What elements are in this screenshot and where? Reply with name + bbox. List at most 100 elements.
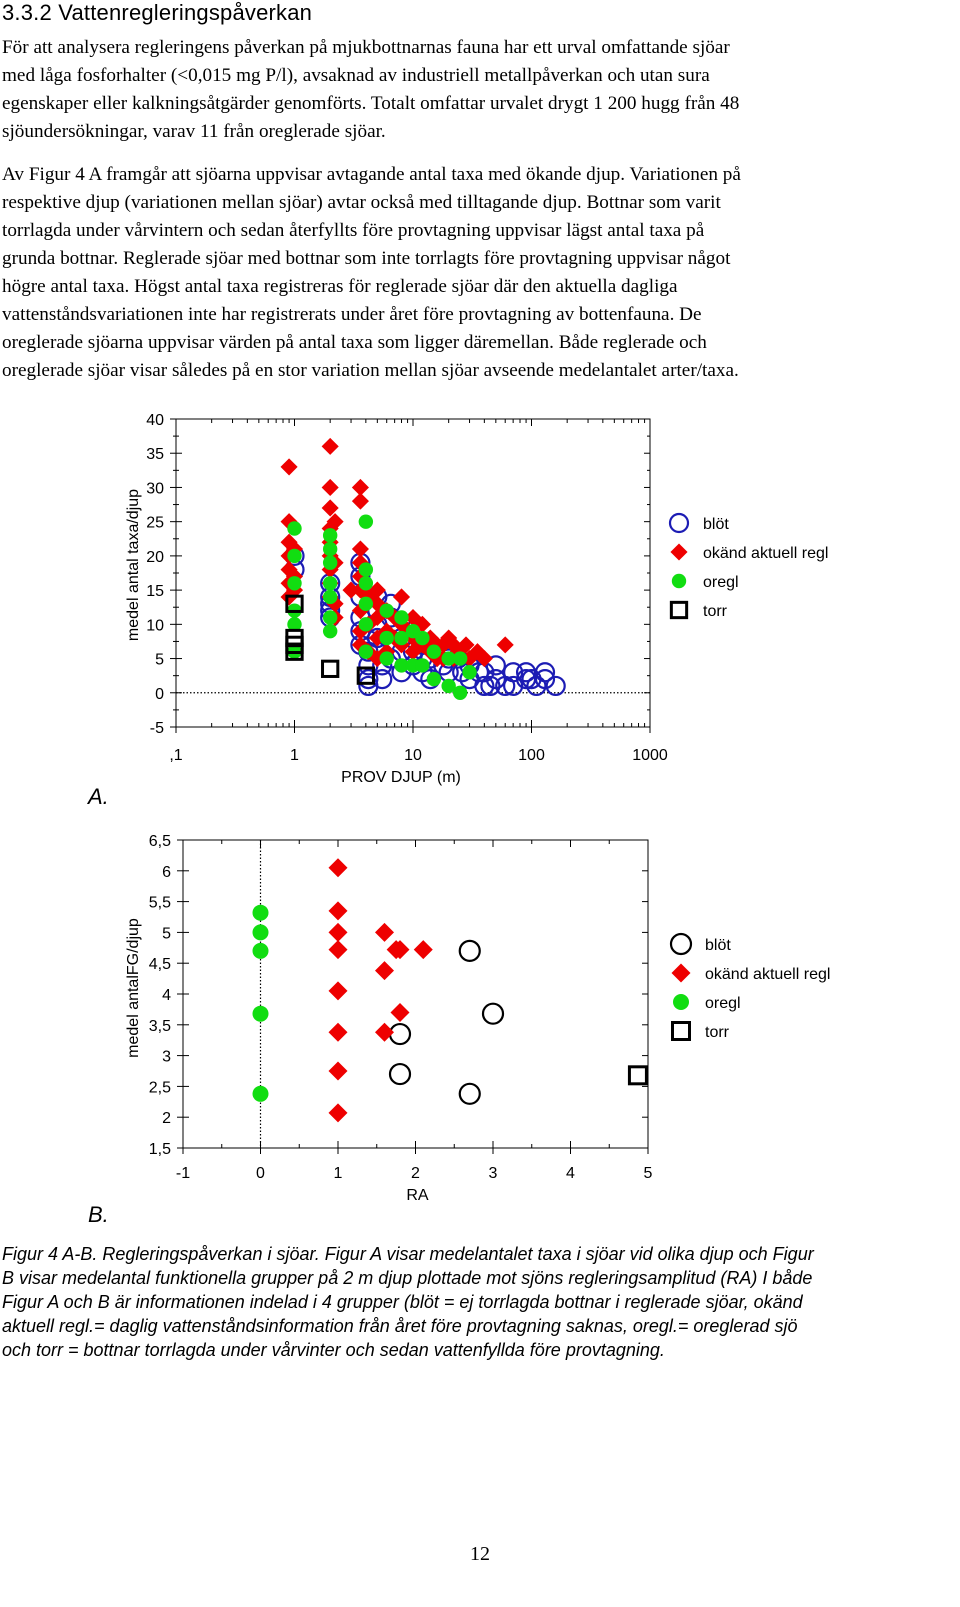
paragraph-2-line: respektive djup (variationen mellan sjöa… bbox=[2, 192, 721, 213]
x-tick-label: 0 bbox=[256, 1165, 265, 1182]
section-heading: 3.3.2 Vattenregleringspåverkan bbox=[2, 0, 313, 25]
x-axis-label: RA bbox=[406, 1187, 429, 1204]
data-point-okand bbox=[368, 650, 386, 668]
plot-frame bbox=[182, 839, 649, 1149]
data-point-oregl bbox=[252, 1005, 269, 1022]
data-point-okand bbox=[328, 858, 348, 878]
y-tick-label: 6 bbox=[162, 864, 171, 881]
legend-marker bbox=[670, 543, 688, 561]
legend-marker bbox=[671, 963, 691, 983]
data-point-oregl bbox=[358, 576, 374, 591]
legend-marker bbox=[668, 512, 690, 534]
paragraph-1-line: sjöundersökningar, varav 11 från oregler… bbox=[2, 121, 386, 142]
y-axis-label: medel antal taxa/djup bbox=[125, 489, 142, 641]
x-tick-label: 1 bbox=[290, 747, 299, 764]
data-point-oregl bbox=[358, 514, 374, 529]
x-tick-label: 5 bbox=[644, 1165, 653, 1182]
paragraph-2-line: oreglerade sjöarna uppvisar värden på an… bbox=[2, 332, 707, 353]
figure-4a-chart: -5 0 5 10 15 20 25 30 35 40 ,1 1 10 100 1000 PROV DJUP … bbox=[86, 412, 828, 809]
data-point-blot bbox=[388, 1022, 412, 1046]
data-point-oregl bbox=[322, 541, 338, 557]
data-point-blot bbox=[458, 1082, 481, 1105]
legend-label: okänd aktuell regl bbox=[705, 966, 830, 983]
data-point-blot bbox=[503, 662, 524, 683]
data-point-okand bbox=[368, 608, 386, 627]
data-point-oregl bbox=[426, 644, 442, 659]
data-point-blot bbox=[534, 662, 556, 683]
data-point-okand bbox=[359, 588, 377, 606]
data-point-okand bbox=[321, 437, 339, 455]
x-tick-label: 100 bbox=[518, 747, 545, 764]
data-point-oregl bbox=[358, 617, 374, 632]
data-point-okand bbox=[421, 629, 439, 647]
x-tick-label: 4 bbox=[566, 1165, 575, 1182]
data-point-blot bbox=[503, 675, 524, 697]
paragraph-2-line: vattenståndsvariationen inte har registr… bbox=[2, 304, 702, 325]
data-point-okand bbox=[368, 629, 386, 647]
data-point-blot bbox=[388, 1062, 412, 1086]
data-point-okand bbox=[368, 581, 386, 599]
data-point-okand bbox=[328, 901, 348, 921]
data-point-oregl bbox=[322, 576, 338, 591]
caption-line: aktuell regl.= daglig vattenståndsinform… bbox=[2, 1316, 798, 1336]
y-tick-label: 5 bbox=[162, 925, 171, 942]
data-point-oregl bbox=[441, 678, 456, 694]
data-point-oregl bbox=[452, 685, 468, 700]
y-tick-label: 5,5 bbox=[149, 895, 171, 912]
data-point-oregl bbox=[394, 630, 409, 646]
paragraph-1: För att analysera regleringens påverkan … bbox=[2, 34, 952, 146]
data-point-torr bbox=[627, 1065, 648, 1086]
caption-line: Figur A och B är informationen indelad i… bbox=[2, 1292, 803, 1312]
data-point-oregl bbox=[358, 644, 374, 659]
panel-label: B. bbox=[88, 1202, 109, 1227]
data-point-oregl bbox=[394, 658, 409, 673]
data-point-oregl bbox=[394, 610, 409, 625]
caption-line: och torr = bottnar torrlagda under vårvi… bbox=[2, 1340, 665, 1360]
y-tick-label: -5 bbox=[150, 720, 164, 737]
data-point-okand bbox=[496, 636, 514, 654]
legend-marker bbox=[669, 932, 693, 956]
data-point-okand bbox=[328, 940, 348, 960]
data-point-okand bbox=[351, 478, 369, 496]
y-tick-label: 2 bbox=[162, 1110, 171, 1127]
data-point-okand bbox=[280, 561, 298, 579]
x-tick-label: 1 bbox=[334, 1165, 343, 1182]
y-tick-label: 6,5 bbox=[149, 833, 171, 850]
paragraph-2-line: högre antal taxa. Högst antal taxa regis… bbox=[2, 276, 678, 297]
paragraph-2: Av Figur 4 A framgår att sjöarna uppvisa… bbox=[2, 161, 952, 385]
data-point-oregl bbox=[287, 548, 302, 564]
data-point-oregl bbox=[379, 630, 394, 646]
x-tick-label: 2 bbox=[411, 1165, 420, 1182]
data-point-okand bbox=[326, 513, 344, 531]
data-point-torr bbox=[285, 642, 304, 661]
legend-marker bbox=[671, 1021, 691, 1041]
paragraph-2-line: Av Figur 4 A framgår att sjöarna uppvisa… bbox=[2, 164, 741, 185]
data-point-oregl bbox=[441, 651, 456, 666]
data-point-okand bbox=[328, 981, 348, 1001]
y-tick-label: 35 bbox=[146, 446, 164, 463]
legend-label: torr bbox=[703, 603, 728, 620]
x-tick-label: 1000 bbox=[632, 747, 668, 764]
y-tick-label: 25 bbox=[146, 515, 164, 532]
data-point-okand bbox=[404, 608, 422, 627]
data-point-blot bbox=[485, 655, 506, 676]
data-point-oregl bbox=[322, 610, 338, 625]
paragraph-1-line: För att analysera regleringens påverkan … bbox=[2, 37, 730, 58]
paragraph-2-line: torrlagda under vårvintern och sedan åte… bbox=[2, 220, 705, 241]
y-tick-label: 4 bbox=[162, 987, 171, 1004]
data-point-okand bbox=[328, 922, 348, 942]
data-point-oregl bbox=[379, 603, 394, 618]
data-point-okand bbox=[321, 499, 339, 517]
data-point-okand bbox=[321, 478, 339, 496]
paragraph-2-line: grunda bottnar. Reglerade sjöar med bott… bbox=[2, 248, 731, 269]
legend-label: okänd aktuell regl bbox=[703, 545, 828, 562]
data-point-okand bbox=[390, 1002, 410, 1022]
y-tick-label: 0 bbox=[155, 686, 164, 703]
y-tick-label: 2,5 bbox=[149, 1079, 171, 1096]
x-axis-label: PROV DJUP (m) bbox=[341, 769, 461, 786]
data-point-okand bbox=[280, 458, 298, 476]
page-number: 12 bbox=[470, 1543, 490, 1565]
legend-label: blöt bbox=[703, 516, 729, 533]
data-point-okand bbox=[342, 581, 360, 599]
data-point-oregl bbox=[415, 658, 430, 673]
